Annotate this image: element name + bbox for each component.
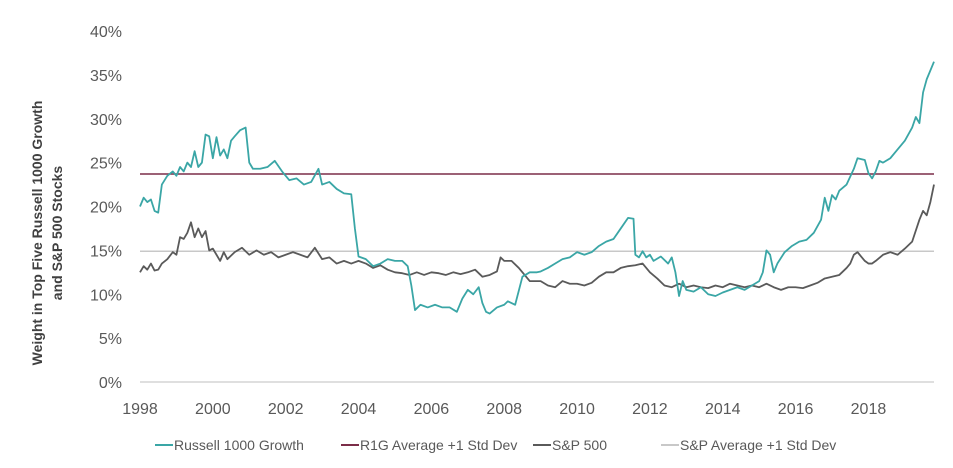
y-tick-label: 30%: [90, 112, 122, 129]
y-axis-title: Weight in Top Five Russell 1000 Growth a…: [29, 101, 65, 366]
y-axis-title-line-2: and S&P 500 Stocks: [49, 166, 65, 301]
x-tick-label: 2008: [486, 401, 522, 418]
legend-label-sandp-average-1-std-dev: S&P Average +1 Std Dev: [680, 437, 836, 453]
x-tick-label: 2004: [341, 401, 377, 418]
x-tick-label: 2000: [195, 401, 231, 418]
y-axis-title-line-1: Weight in Top Five Russell 1000 Growth: [29, 101, 45, 366]
x-tick-label: 1998: [122, 401, 158, 418]
series-line-russell-1000-growth: [139, 61, 935, 315]
x-tick-labels: 1998 2000 2002 2004 2006 2008 2010 2012 2014 2016…: [122, 401, 886, 418]
y-tick-label: 10%: [90, 287, 122, 304]
legend-label-russell-1000-growth: Russell 1000 Growth: [174, 437, 304, 453]
y-tick-label: 25%: [90, 156, 122, 173]
legend: Russell 1000 Growth R1G Average +1 Std De…: [155, 437, 836, 453]
y-tick-label: 40%: [90, 24, 122, 41]
reference-lines: [140, 173, 934, 252]
series-lines: [139, 61, 935, 315]
y-tick-labels: 0% 5% 10% 15% 20% 25% 30% 35% 40%: [90, 24, 122, 392]
y-tick-label: 5%: [99, 331, 122, 348]
x-tick-label: 2010: [559, 401, 595, 418]
y-tick-label: 15%: [90, 243, 122, 260]
x-tick-label: 2018: [851, 401, 887, 418]
x-tick-label: 2012: [632, 401, 668, 418]
x-tick-label: 2016: [778, 401, 814, 418]
legend-label-sandp-500: S&P 500: [552, 437, 607, 453]
legend-label-r1g-average-1-std-dev: R1G Average +1 Std Dev: [360, 437, 517, 453]
x-tick-label: 2006: [414, 401, 450, 418]
x-tick-label: 2002: [268, 401, 304, 418]
y-tick-label: 35%: [90, 68, 122, 85]
y-tick-label: 0%: [99, 375, 122, 392]
y-tick-label: 20%: [90, 200, 122, 217]
x-tick-label: 2014: [705, 401, 741, 418]
series-line-sandp-500: [139, 184, 935, 291]
